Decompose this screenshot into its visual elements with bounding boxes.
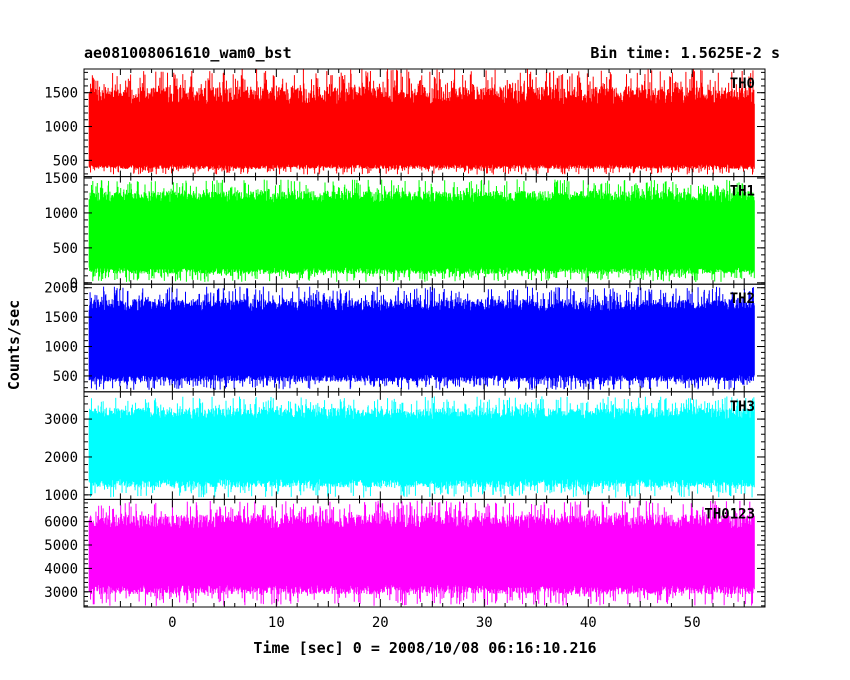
series-th1-label: TH1 — [730, 184, 755, 200]
x-tick-label: 50 — [684, 615, 701, 631]
series-th0123-label: TH0123 — [704, 506, 755, 522]
y-tick-label-th3: 3000 — [44, 412, 78, 428]
y-tick-label-th0123: 3000 — [44, 585, 78, 601]
bin-time-label: Bin time: 1.5625E-2 s — [590, 44, 780, 62]
y-tick-label-th1: 500 — [53, 241, 78, 257]
y-tick-label-th2: 1000 — [44, 340, 78, 356]
y-tick-label-th0: 1500 — [44, 86, 78, 102]
panel-th0123-frame — [83, 498, 766, 608]
y-tick-label-th2: 1500 — [44, 310, 78, 326]
series-th1-line — [88, 179, 755, 282]
y-tick-label-th2: 2000 — [44, 281, 78, 297]
series-th3-line — [88, 396, 755, 498]
y-tick-label-th1: 1000 — [44, 206, 78, 222]
y-tick-label-th3: 2000 — [44, 450, 78, 466]
y-tick-label-th1: 1500 — [44, 171, 78, 187]
y-tick-label-th0123: 5000 — [44, 538, 78, 554]
series-th2-label: TH2 — [730, 291, 755, 307]
x-tick-label: 10 — [268, 615, 285, 631]
x-tick-label: 20 — [372, 615, 389, 631]
y-tick-label-th0123: 6000 — [44, 515, 78, 531]
x-tick-label: 30 — [476, 615, 493, 631]
y-tick-label-th1: 0 — [70, 276, 78, 292]
y-tick-label-th0: 1000 — [44, 120, 78, 136]
x-axis-label: Time [sec] 0 = 2008/10/08 06:16:10.216 — [253, 639, 597, 657]
y-tick-label-th0: 500 — [53, 153, 78, 169]
y-tick-label-th2: 500 — [53, 369, 78, 385]
y-tick-label-th3: 1000 — [44, 488, 78, 504]
series-th0-label: TH0 — [730, 76, 755, 92]
series-th3-label: TH3 — [730, 399, 755, 415]
series-th0-line — [88, 69, 755, 175]
x-tick-label: 40 — [580, 615, 597, 631]
y-tick-label-th0123: 4000 — [44, 561, 78, 577]
x-tick-label: 0 — [168, 615, 176, 631]
series-th0123-line — [88, 500, 755, 606]
series-th2-line — [88, 286, 755, 390]
chart-title: ae081008061610_wam0_bst — [84, 44, 292, 62]
